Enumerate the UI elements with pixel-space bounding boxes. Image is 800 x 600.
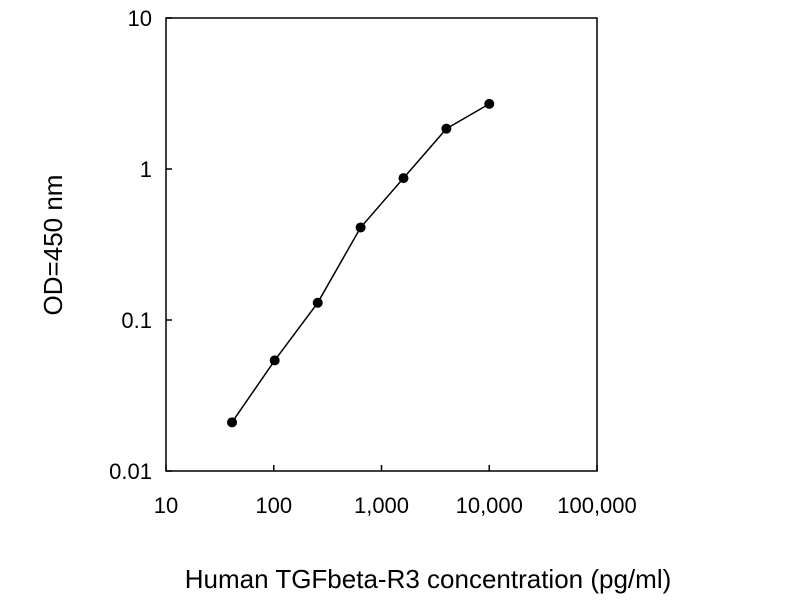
data-point [269,355,280,366]
data-point [398,173,409,184]
y-axis: 0.01 0.1 1 10 [109,6,172,484]
series-layer [227,98,495,428]
y-axis-title: OD=450 nm [38,175,68,316]
plot-frame [165,17,598,472]
data-point [484,98,495,109]
y-tick-label: 0.01 [109,459,152,484]
x-tick-label: 100 [255,493,292,518]
y-tick-label: 0.1 [121,308,152,333]
data-point [355,222,366,233]
y-tick-label: 1 [140,157,152,182]
x-tick-label: 10 [154,493,178,518]
x-tick-label: 10,000 [456,493,523,518]
x-axis: 10 100 1,000 10,000 100,000 [154,465,637,518]
data-point [227,417,238,428]
x-axis-title: Human TGFbeta-R3 concentration (pg/ml) [185,564,672,594]
series-line [231,103,490,423]
x-tick-label: 100,000 [557,493,637,518]
x-tick-label: 1,000 [354,493,409,518]
data-point [312,297,323,308]
data-point [441,123,452,134]
y-tick-label: 10 [128,6,152,31]
